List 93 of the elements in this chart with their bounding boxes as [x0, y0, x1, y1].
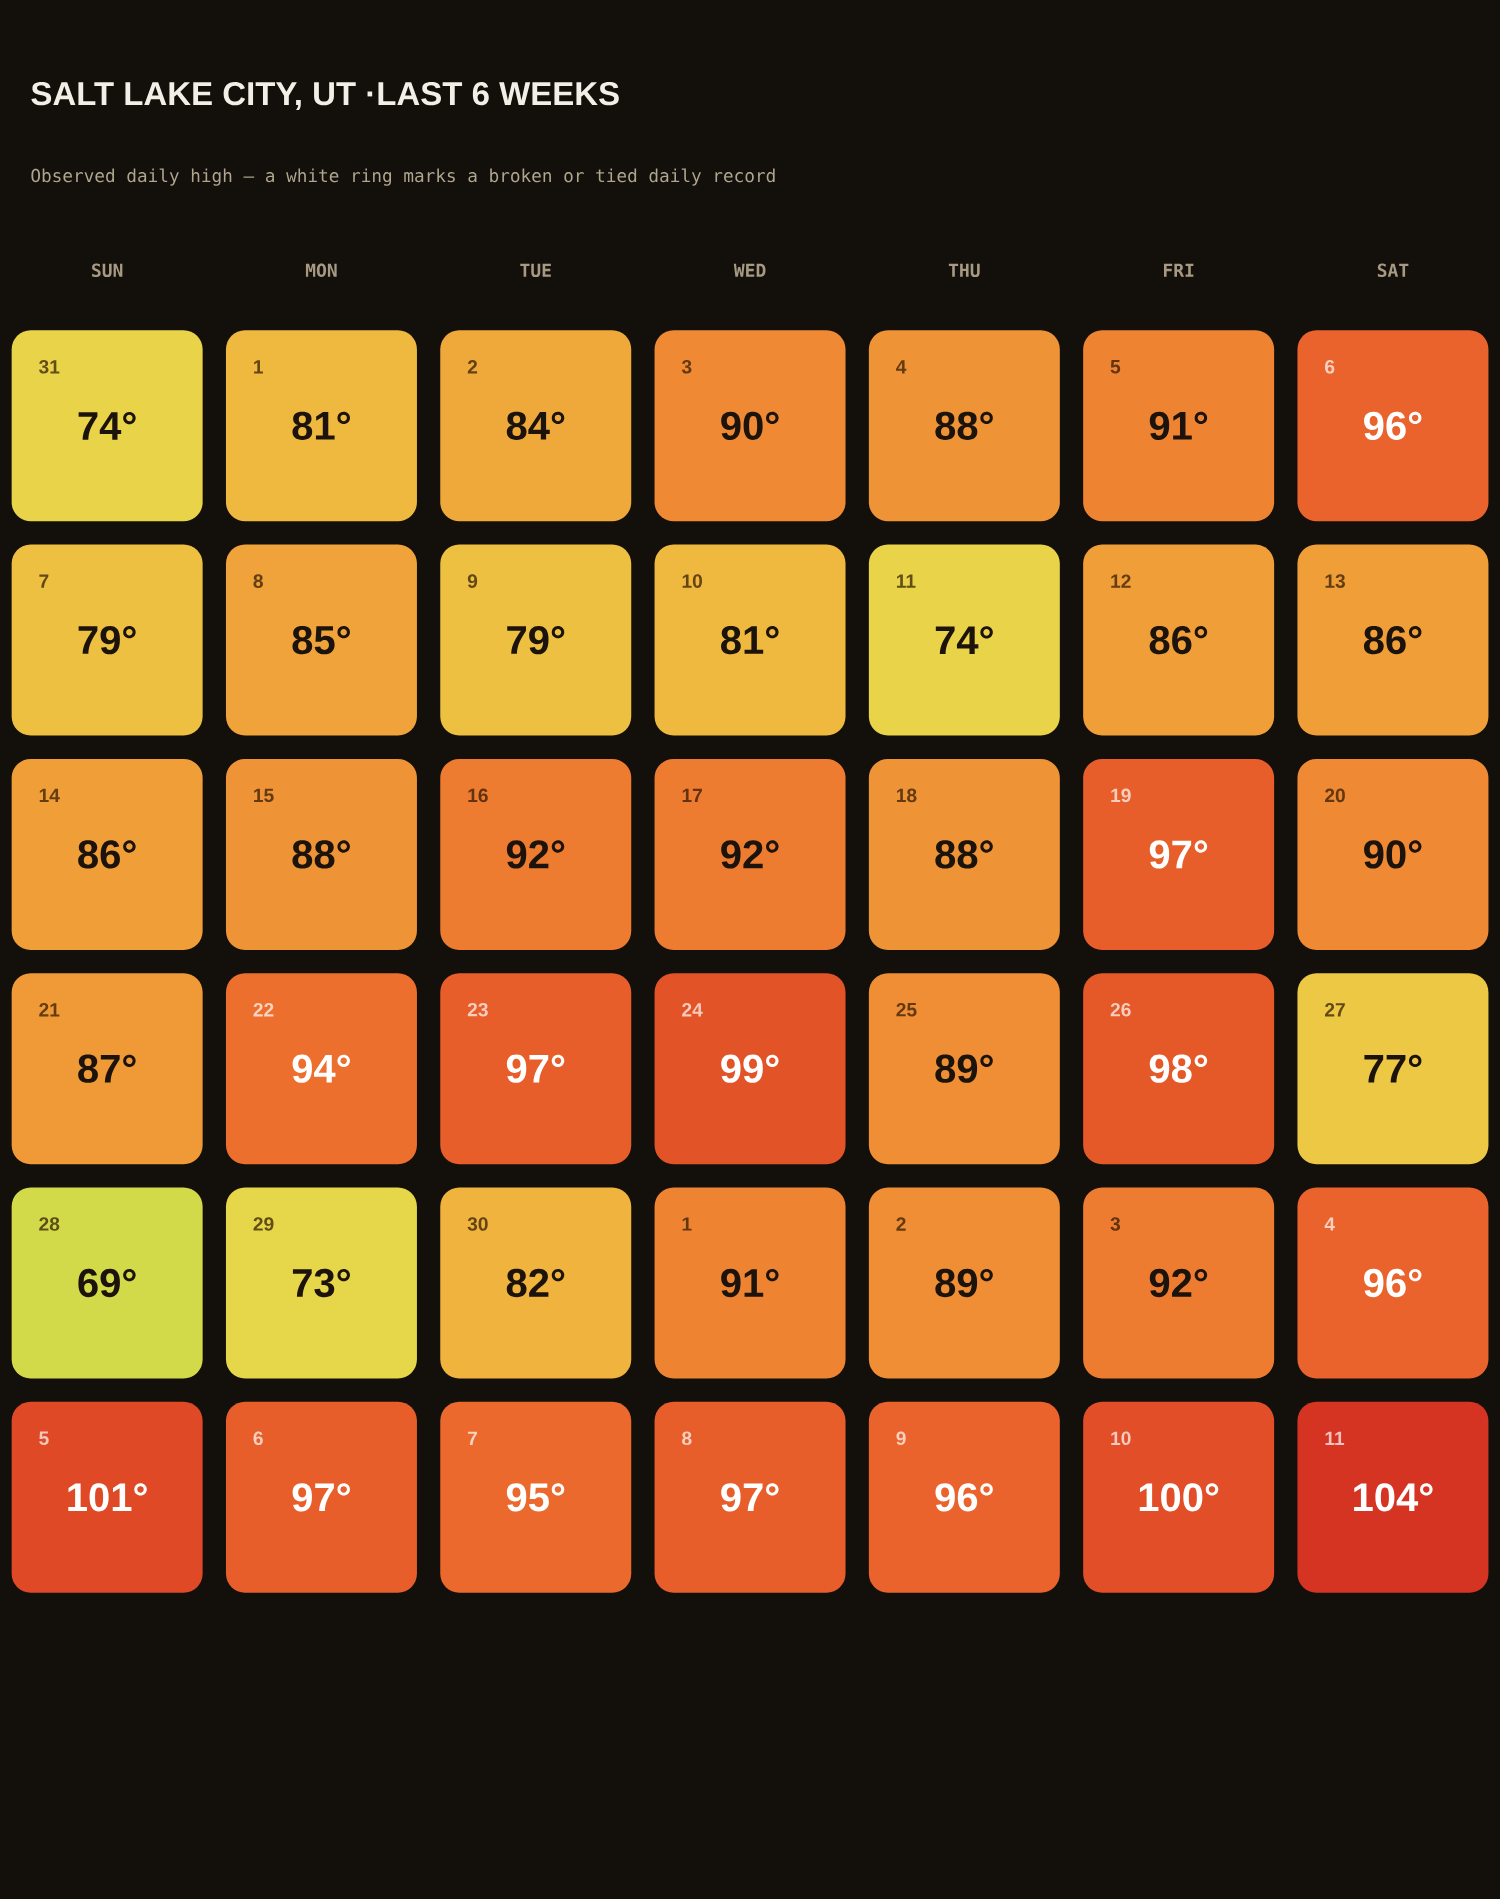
- data-label: 95°: [506, 1483, 565, 1512]
- data-label: 81°: [721, 625, 779, 655]
- x-tick-label: SUN: [91, 263, 123, 278]
- annotation: 8: [253, 574, 263, 588]
- data-label: 82°: [506, 1268, 565, 1298]
- annotation: 1: [682, 1217, 692, 1231]
- data-label: 96°: [1364, 1268, 1422, 1298]
- annotation: 9: [467, 574, 478, 588]
- annotation: 17: [682, 788, 702, 802]
- data-label: 94°: [292, 1054, 350, 1083]
- data-label: 77°: [1364, 1054, 1422, 1083]
- x-tick-label: SAT: [1377, 263, 1409, 278]
- annotation: 2: [467, 360, 478, 374]
- annotation: 19: [1111, 788, 1131, 803]
- annotation: 23: [467, 1002, 488, 1017]
- data-label: 100°: [1139, 1483, 1219, 1512]
- annotation: 5: [1110, 360, 1121, 374]
- data-label: 98°: [1149, 1054, 1208, 1083]
- annotation: 16: [468, 788, 488, 803]
- annotation: 14: [39, 788, 60, 802]
- data-label: 73°: [292, 1268, 350, 1298]
- data-label: 89°: [935, 1054, 993, 1083]
- data-label: 85°: [292, 625, 350, 655]
- annotation: 4: [1324, 1217, 1335, 1231]
- data-label: 90°: [1364, 840, 1422, 869]
- data-label: 97°: [506, 1054, 565, 1083]
- annotation: 11: [1325, 1431, 1345, 1445]
- annotation: 12: [1111, 574, 1131, 588]
- annotation: 5: [39, 1431, 49, 1445]
- annotation: 22: [253, 1003, 274, 1017]
- data-label: 88°: [292, 840, 350, 869]
- annotation: 30: [467, 1217, 488, 1231]
- data-label: 69°: [78, 1268, 136, 1298]
- annotation: 6: [1325, 360, 1335, 374]
- data-label: 92°: [1149, 1268, 1208, 1298]
- annotation: 25: [896, 1002, 917, 1017]
- annotation: 8: [682, 1431, 692, 1446]
- data-label: 96°: [1364, 411, 1422, 440]
- data-label: 92°: [506, 840, 565, 869]
- x-tick-label: FRI: [1163, 263, 1194, 277]
- annotation: 18: [896, 788, 917, 803]
- data-label: 88°: [935, 840, 993, 869]
- data-label: 101°: [68, 1483, 147, 1512]
- chart-subtitle: Observed daily high — a white ring marks a broken or tied daily record: [31, 168, 775, 186]
- annotation: 4: [895, 360, 907, 374]
- x-tick-label: MON: [305, 263, 337, 278]
- annotation: 7: [467, 1431, 477, 1445]
- annotation: 15: [254, 788, 274, 803]
- annotation: 29: [253, 1217, 274, 1231]
- data-label: 79°: [78, 625, 136, 655]
- annotation: 26: [1110, 1002, 1131, 1017]
- annotation: 10: [682, 574, 702, 588]
- annotation: 7: [39, 574, 49, 588]
- data-label: 91°: [1149, 411, 1208, 440]
- x-tick-label: WED: [733, 263, 766, 277]
- x-tick-label: TUE: [520, 263, 551, 278]
- annotation: 6: [253, 1431, 263, 1446]
- data-label: 96°: [935, 1483, 993, 1512]
- data-label: 90°: [721, 411, 779, 440]
- data-label: 97°: [1149, 840, 1208, 869]
- annotation: 11: [896, 574, 916, 588]
- data-label: 97°: [721, 1483, 779, 1512]
- data-label: 86°: [78, 840, 136, 869]
- annotation: 10: [1111, 1431, 1131, 1446]
- data-label: 74°: [935, 626, 993, 655]
- annotation: 3: [681, 360, 692, 374]
- data-label: 74°: [78, 411, 136, 440]
- data-label: 97°: [292, 1483, 350, 1512]
- annotation: 20: [1324, 788, 1345, 803]
- annotation: 9: [896, 1431, 906, 1446]
- data-label: 86°: [1363, 625, 1422, 655]
- annotation: 28: [39, 1217, 60, 1231]
- annotation: 21: [39, 1003, 60, 1017]
- data-label: 88°: [935, 411, 993, 440]
- data-label: 92°: [721, 840, 779, 869]
- annotation: 3: [1110, 1217, 1120, 1231]
- annotation: 1: [254, 360, 263, 374]
- annotation: 27: [1324, 1003, 1345, 1017]
- data-label: 99°: [721, 1054, 779, 1083]
- data-label: 91°: [721, 1268, 779, 1298]
- x-tick-label: THU: [948, 263, 980, 278]
- annotation: 13: [1325, 574, 1345, 588]
- data-label: 87°: [78, 1054, 136, 1083]
- data-label: 84°: [506, 411, 565, 440]
- data-label: 81°: [292, 411, 350, 440]
- chart-title: SALT LAKE CITY, UT ·LAST 6 WEEKS: [31, 81, 619, 111]
- data-label: 86°: [1149, 625, 1208, 655]
- data-label: 79°: [507, 625, 565, 655]
- annotation: 24: [682, 1003, 703, 1017]
- annotation: 2: [896, 1217, 906, 1231]
- data-label: 104°: [1354, 1483, 1433, 1512]
- data-label: 89°: [935, 1268, 993, 1298]
- annotation: 31: [38, 360, 60, 374]
